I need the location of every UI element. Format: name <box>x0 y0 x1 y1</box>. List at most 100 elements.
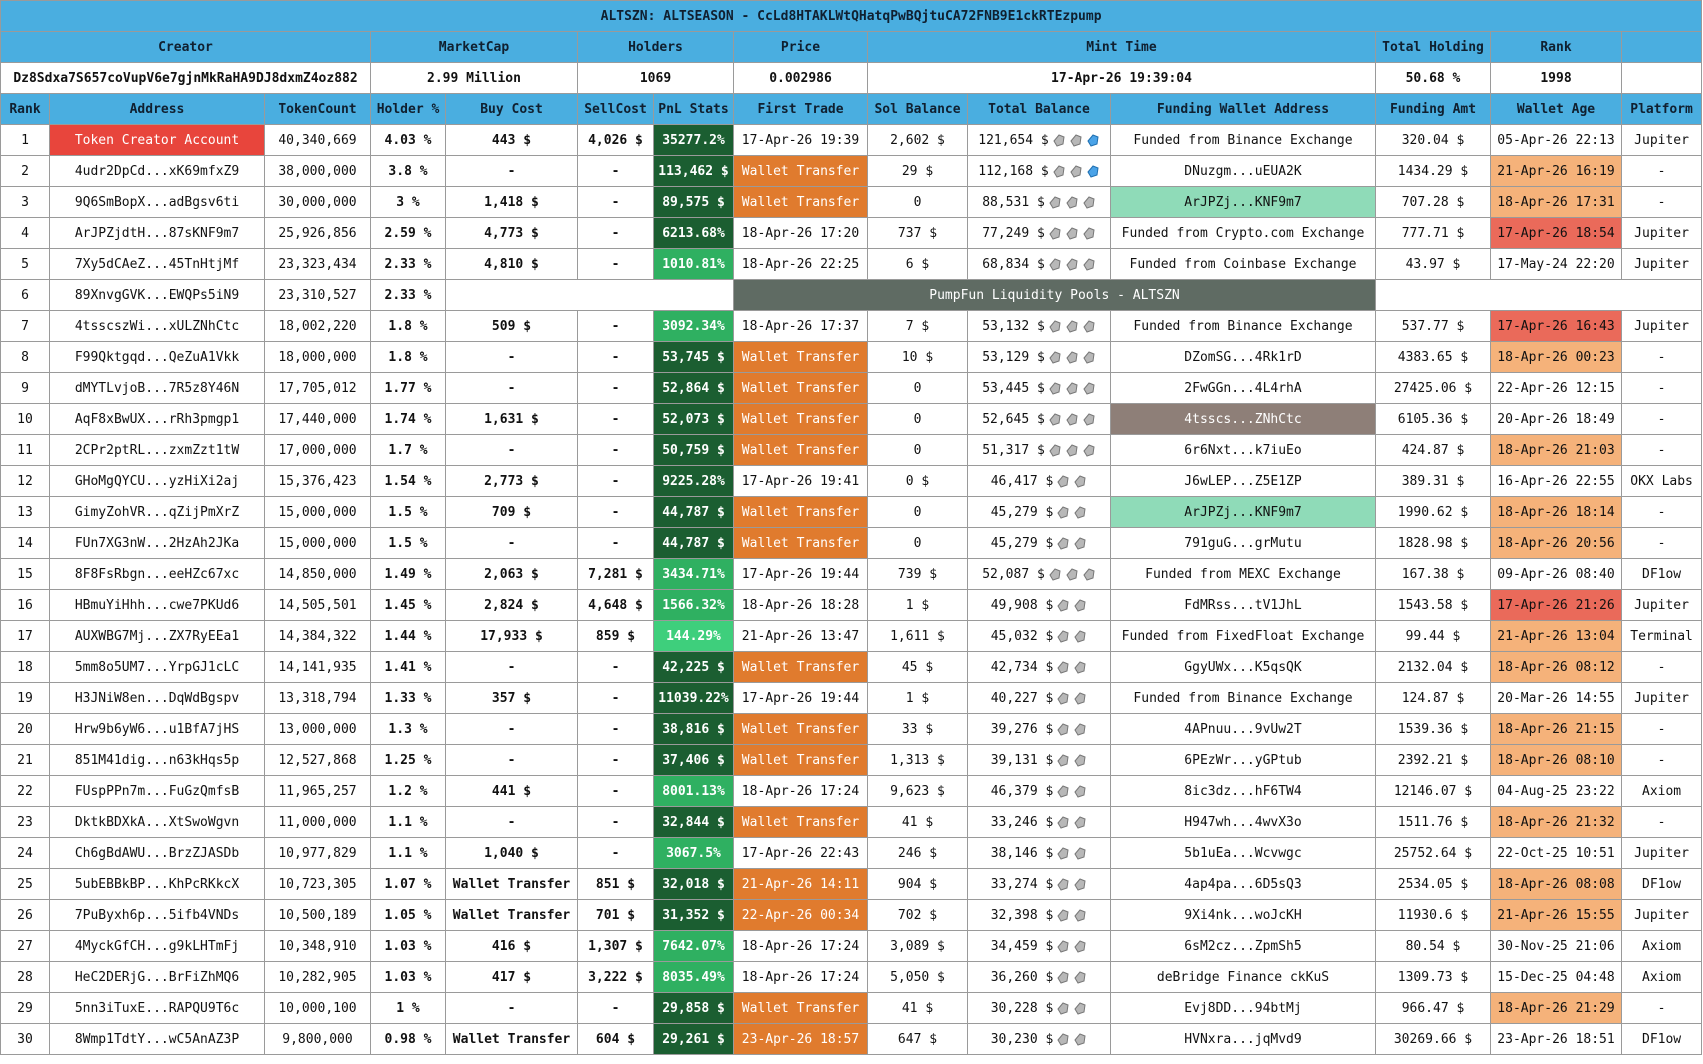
buy-cost: 1,631 $ <box>445 403 578 435</box>
first-trade: Wallet Transfer <box>733 155 868 187</box>
sol-balance: 6 $ <box>867 248 968 280</box>
wallet-age: 21-Apr-26 16:19 <box>1490 155 1622 187</box>
platform: Jupiter <box>1620 248 1703 280</box>
icon <box>1074 475 1086 488</box>
platform: - <box>1620 527 1703 559</box>
table-row: 17 AUXWBG7Mj...ZX7RyEEa1 14,384,322 1.44 % 1… <box>0 620 1703 652</box>
sell-cost: - <box>577 496 654 528</box>
table-row: 14 FUn7XG3nW...2HzAh2JKa 15,000,000 1.5 % - -… <box>0 527 1703 559</box>
funding-wallet: ArJPZj...KNF9m7 <box>1110 186 1376 218</box>
buy-cost: Wallet Transfer <box>445 868 578 900</box>
icon <box>1057 692 1069 705</box>
token-count: 11,965,257 <box>264 775 371 807</box>
total-balance-text: 32,398 $ <box>990 907 1054 923</box>
rank: 26 <box>0 899 50 931</box>
buy-cost: 2,824 $ <box>445 589 578 621</box>
sol-balance: 5,050 $ <box>867 961 968 993</box>
buy-cost: 1,040 $ <box>445 837 578 869</box>
blank <box>445 279 734 311</box>
holder-pct: 1.03 % <box>370 930 446 962</box>
buy-cost: - <box>445 806 578 838</box>
column-header: Platform <box>1620 93 1703 125</box>
holder-pct: 1.07 % <box>370 868 446 900</box>
sol-balance: 0 <box>867 496 968 528</box>
funding-amt: 1828.98 $ <box>1375 527 1491 559</box>
icon <box>1083 196 1095 209</box>
sell-cost: - <box>577 465 654 497</box>
funding-wallet: 6sM2cz...ZpmSh5 <box>1110 930 1376 962</box>
funding-amt: 1990.62 $ <box>1375 496 1491 528</box>
wallet-age: 22-Apr-26 12:15 <box>1490 372 1622 404</box>
sell-cost: - <box>577 992 654 1024</box>
first-trade: 22-Apr-26 00:34 <box>733 899 868 931</box>
sol-balance: 33 $ <box>867 713 968 745</box>
icon <box>1074 909 1086 922</box>
icon <box>1057 630 1069 643</box>
funding-wallet: H947wh...4wvX3o <box>1110 806 1376 838</box>
address: dMYTLvjoB...7R5z8Y46N <box>49 372 265 404</box>
column-header: Address <box>49 93 265 125</box>
table-row: 25 5ubEBBkBP...KhPcRKkcX 10,723,305 1.07 % W… <box>0 868 1703 900</box>
total-balance: 33,246 $ <box>967 806 1111 838</box>
table-row: ALTSZN: ALTSEASON - CcLd8HTAKLWtQHatqPwB… <box>0 0 1703 32</box>
holder-pct: 1.41 % <box>370 651 446 683</box>
token-count: 11,000,000 <box>264 806 371 838</box>
funding-wallet: FdMRss...tV1JhL <box>1110 589 1376 621</box>
wallet-age: 16-Apr-26 22:55 <box>1490 465 1622 497</box>
sol-balance: 0 <box>867 403 968 435</box>
wallet-age: 21-Apr-26 13:04 <box>1490 620 1622 652</box>
icon <box>1083 413 1095 426</box>
icon <box>1074 971 1086 984</box>
first-trade: 17-Apr-26 22:43 <box>733 837 868 869</box>
icon <box>1057 878 1069 891</box>
address: 5mm8o5UM7...YrpGJ1cLC <box>49 651 265 683</box>
address: FUspPPn7m...FuGzQmfsB <box>49 775 265 807</box>
platform: Jupiter <box>1620 589 1703 621</box>
funding-amt: 2392.21 $ <box>1375 744 1491 776</box>
wallet-age: 22-Oct-25 10:51 <box>1490 837 1622 869</box>
sell-cost: - <box>577 744 654 776</box>
pnl-stats: 144.29% <box>653 620 734 652</box>
platform: - <box>1620 341 1703 373</box>
buy-cost: 443 $ <box>445 124 578 156</box>
table-row: 7 4tsscszWi...xULZNhCtc 18,002,220 1.8 % 509… <box>0 310 1703 342</box>
token-count: 15,376,423 <box>264 465 371 497</box>
address: 4udr2DpCd...xK69mfxZ9 <box>49 155 265 187</box>
icon <box>1057 723 1069 736</box>
total-balance: 30,230 $ <box>967 1023 1111 1055</box>
wallet-age: 23-Apr-26 18:51 <box>1490 1023 1622 1055</box>
total-balance: 45,279 $ <box>967 496 1111 528</box>
holder-pct: 1.77 % <box>370 372 446 404</box>
funding-amt: 167.38 $ <box>1375 558 1491 590</box>
holder-pct: 1.8 % <box>370 310 446 342</box>
total-balance-text: 40,227 $ <box>990 690 1054 706</box>
table-row: 8 F99Qktgqd...QeZuA1Vkk 18,000,000 1.8 % - -5… <box>0 341 1703 373</box>
table-row: 24 Ch6gBdAWU...BrzZJASDb 10,977,829 1.1 % 1,… <box>0 837 1703 869</box>
total-balance-text: 42,734 $ <box>990 659 1054 675</box>
total-balance-text: 45,279 $ <box>990 535 1054 551</box>
platform: - <box>1620 496 1703 528</box>
total-balance: 52,645 $ <box>967 403 1111 435</box>
platform: Jupiter <box>1620 837 1703 869</box>
address: 7PuByxh6p...5ifb4VNDs <box>49 899 265 931</box>
column-header: First Trade <box>733 93 868 125</box>
total-balance-text: 68,834 $ <box>982 256 1045 272</box>
total-balance-text: 30,230 $ <box>990 1031 1054 1047</box>
first-trade: 21-Apr-26 14:11 <box>733 868 868 900</box>
sell-cost: 3,222 $ <box>577 961 654 993</box>
wallet-age: 30-Nov-25 21:06 <box>1490 930 1622 962</box>
address: AqF8xBwUX...rRh3pmgp1 <box>49 403 265 435</box>
icon <box>1057 940 1069 953</box>
address: ArJPZjdtH...87sKNF9m7 <box>49 217 265 249</box>
table-row: 20 Hrw9b6yW6...u1BfA7jHS 13,000,000 1.3 % - -… <box>0 713 1703 745</box>
icon <box>1070 134 1082 147</box>
token-count: 15,000,000 <box>264 527 371 559</box>
sol-balance: 0 $ <box>867 465 968 497</box>
icon <box>1083 444 1095 457</box>
table-row: 29 5nn3iTuxE...RAPQU9T6c 10,000,100 1 % - -29… <box>0 992 1703 1024</box>
wallet-age: 17-Apr-26 16:43 <box>1490 310 1622 342</box>
icon <box>1083 320 1095 333</box>
column-header: Holder % <box>370 93 446 125</box>
first-trade: 18-Apr-26 17:24 <box>733 775 868 807</box>
sell-cost: - <box>577 682 654 714</box>
